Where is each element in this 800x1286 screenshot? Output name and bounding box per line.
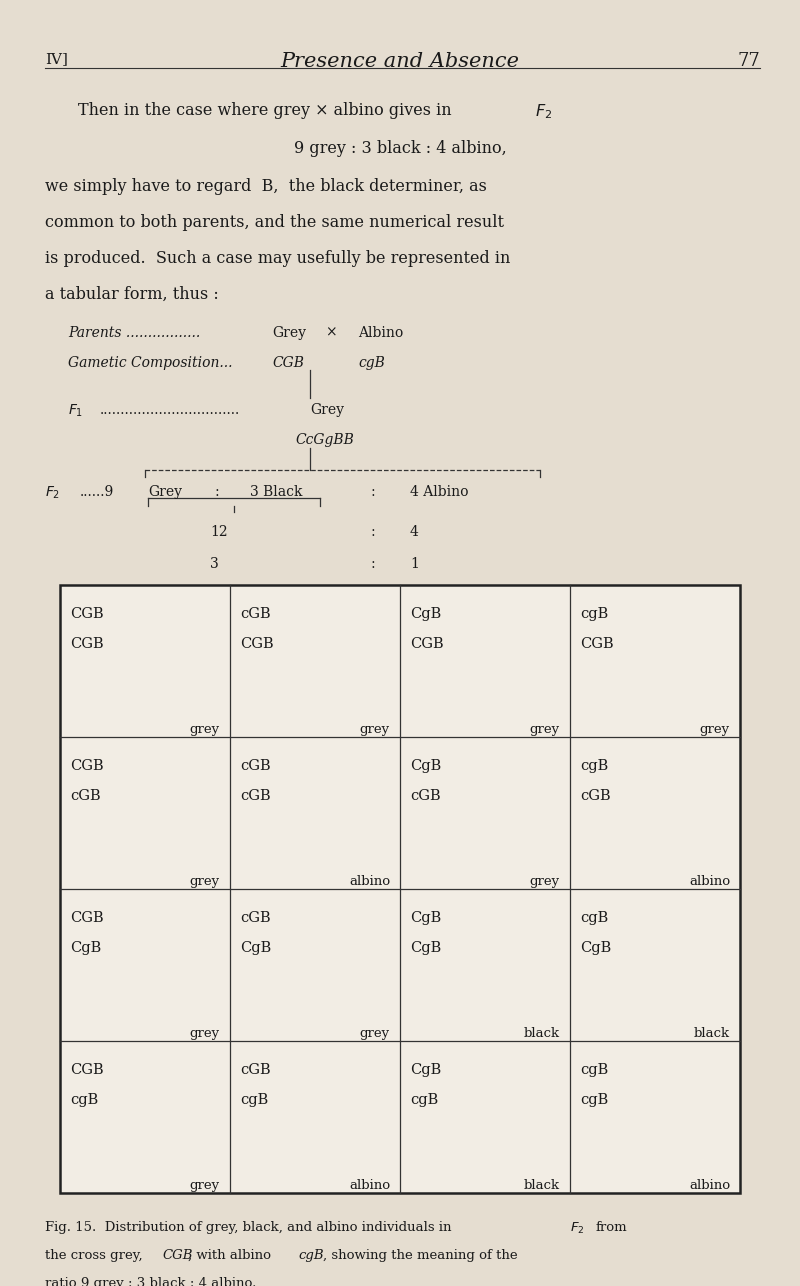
Text: cGB: cGB [240, 759, 270, 773]
Text: cGB: cGB [240, 910, 270, 925]
Text: Presence and Absence: Presence and Absence [281, 51, 519, 71]
Text: ×: × [325, 325, 337, 340]
Text: albino: albino [689, 874, 730, 889]
Text: Parents .................: Parents ................. [68, 325, 200, 340]
Text: CGB: CGB [70, 759, 104, 773]
Text: 12: 12 [210, 525, 228, 539]
Text: IV]: IV] [45, 51, 68, 66]
Text: cGB: cGB [70, 790, 101, 802]
Text: CgB: CgB [410, 941, 442, 955]
Text: CgB: CgB [580, 941, 611, 955]
Text: albino: albino [349, 1179, 390, 1192]
Text: $F_1$: $F_1$ [68, 403, 83, 419]
Text: common to both parents, and the same numerical result: common to both parents, and the same num… [45, 213, 504, 231]
Bar [60, 585, 740, 1193]
Text: cgB: cgB [410, 1093, 438, 1107]
Text: CGB: CGB [410, 637, 444, 651]
Text: cgB: cgB [70, 1093, 98, 1107]
Text: cgB: cgB [240, 1093, 268, 1107]
Text: CGB: CGB [70, 1064, 104, 1076]
Text: cGB: cGB [410, 790, 441, 802]
Text: from: from [596, 1220, 628, 1235]
Text: the cross grey,: the cross grey, [45, 1249, 147, 1262]
Text: grey: grey [190, 1028, 220, 1040]
Text: cgB: cgB [580, 607, 608, 621]
Text: , showing the meaning of the: , showing the meaning of the [323, 1249, 518, 1262]
Text: ......9: ......9 [80, 485, 114, 499]
Text: albino: albino [689, 1179, 730, 1192]
Text: CGB: CGB [272, 356, 304, 370]
Text: Grey: Grey [272, 325, 306, 340]
Text: cgB: cgB [358, 356, 385, 370]
Text: Grey: Grey [310, 403, 344, 417]
Text: $F_2$: $F_2$ [570, 1220, 585, 1236]
Text: :: : [370, 525, 374, 539]
Text: $F_2$: $F_2$ [45, 485, 60, 502]
Text: we simply have to regard  B,  the black determiner, as: we simply have to regard B, the black de… [45, 177, 487, 195]
Text: :: : [370, 485, 374, 499]
Text: cgB: cgB [580, 910, 608, 925]
Text: cgB: cgB [580, 1064, 608, 1076]
Text: black: black [524, 1179, 560, 1192]
Text: cGB: cGB [240, 607, 270, 621]
Text: ratio 9 grey : 3 black : 4 albino.: ratio 9 grey : 3 black : 4 albino. [45, 1277, 256, 1286]
Text: Gametic Composition...: Gametic Composition... [68, 356, 233, 370]
Text: black: black [524, 1028, 560, 1040]
Text: grey: grey [700, 723, 730, 736]
Text: 77: 77 [738, 51, 760, 69]
Text: grey: grey [530, 874, 560, 889]
Text: CgB: CgB [410, 607, 442, 621]
Text: Grey: Grey [148, 485, 182, 499]
Text: .................................: ................................. [100, 403, 240, 417]
Text: 1: 1 [410, 557, 419, 571]
Text: CGB: CGB [70, 910, 104, 925]
Text: 3 Black: 3 Black [250, 485, 302, 499]
Text: CgB: CgB [240, 941, 271, 955]
Text: CGB: CGB [70, 637, 104, 651]
Text: :: : [215, 485, 220, 499]
Text: cgB: cgB [580, 1093, 608, 1107]
Text: CgB: CgB [410, 759, 442, 773]
Text: grey: grey [190, 874, 220, 889]
Text: Fig. 15.  Distribution of grey, black, and albino individuals in: Fig. 15. Distribution of grey, black, an… [45, 1220, 456, 1235]
Text: grey: grey [190, 723, 220, 736]
Text: :: : [370, 557, 374, 571]
Text: Albino: Albino [358, 325, 403, 340]
Text: grey: grey [360, 1028, 390, 1040]
Bar [60, 585, 740, 1193]
Text: cgB: cgB [298, 1249, 324, 1262]
Text: CGB: CGB [162, 1249, 193, 1262]
Text: CGB: CGB [70, 607, 104, 621]
Text: , with albino: , with albino [188, 1249, 275, 1262]
Text: grey: grey [190, 1179, 220, 1192]
Text: albino: albino [349, 874, 390, 889]
Text: CcGgBB: CcGgBB [295, 433, 354, 448]
Text: 3: 3 [210, 557, 218, 571]
Text: grey: grey [530, 723, 560, 736]
Text: cGB: cGB [240, 1064, 270, 1076]
Text: CgB: CgB [410, 1064, 442, 1076]
Text: black: black [694, 1028, 730, 1040]
Text: a tabular form, thus :: a tabular form, thus : [45, 285, 218, 303]
Text: cGB: cGB [240, 790, 270, 802]
Text: cGB: cGB [580, 790, 610, 802]
Text: grey: grey [360, 723, 390, 736]
Text: 9 grey : 3 black : 4 albino,: 9 grey : 3 black : 4 albino, [294, 140, 506, 157]
Text: 4: 4 [410, 525, 419, 539]
Text: CGB: CGB [580, 637, 614, 651]
Text: CgB: CgB [70, 941, 102, 955]
Text: $F_2$: $F_2$ [535, 102, 552, 121]
Text: is produced.  Such a case may usefully be represented in: is produced. Such a case may usefully be… [45, 249, 510, 267]
Text: Then in the case where grey × albino gives in: Then in the case where grey × albino giv… [78, 102, 457, 120]
Text: CGB: CGB [240, 637, 274, 651]
Text: CgB: CgB [410, 910, 442, 925]
Text: 4 Albino: 4 Albino [410, 485, 469, 499]
Text: cgB: cgB [580, 759, 608, 773]
